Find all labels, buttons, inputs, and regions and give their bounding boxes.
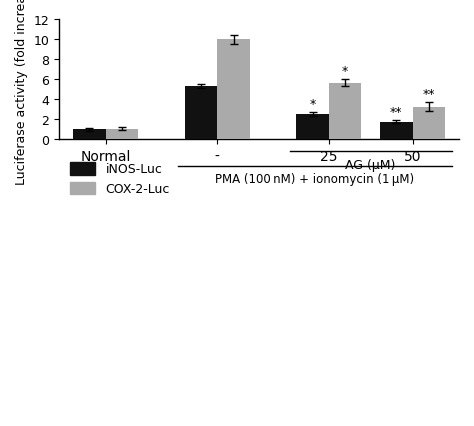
Bar xyxy=(412,107,445,140)
Text: **: ** xyxy=(422,88,435,101)
Bar xyxy=(185,87,217,140)
Legend: iNOS-Luc, COX-2-Luc: iNOS-Luc, COX-2-Luc xyxy=(65,157,175,201)
Text: *: * xyxy=(310,98,316,111)
Text: **: ** xyxy=(390,106,402,119)
Text: AG (μM): AG (μM) xyxy=(346,159,396,172)
Bar xyxy=(296,115,329,140)
Bar xyxy=(73,130,106,140)
Bar xyxy=(217,40,250,140)
Bar xyxy=(380,122,412,140)
Y-axis label: Luciferase activity (fold increase): Luciferase activity (fold increase) xyxy=(15,0,28,184)
Text: *: * xyxy=(342,65,348,78)
Text: PMA (100 nM) + ionomycin (1 μM): PMA (100 nM) + ionomycin (1 μM) xyxy=(215,172,414,185)
Bar xyxy=(106,130,138,140)
Bar xyxy=(329,83,361,140)
